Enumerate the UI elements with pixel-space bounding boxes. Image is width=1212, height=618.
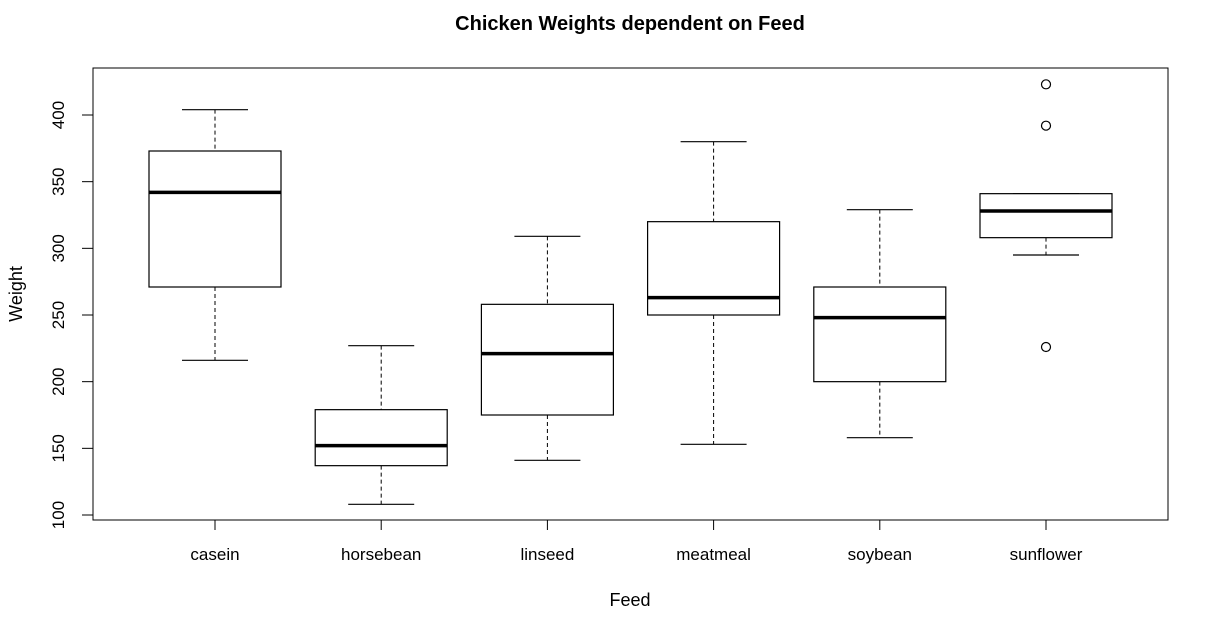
y-tick-label: 300 bbox=[49, 234, 68, 262]
iqr-box bbox=[813, 286, 947, 383]
x-tick-label: sunflower bbox=[1010, 545, 1083, 564]
x-tick-label: soybean bbox=[848, 545, 912, 564]
boxes-group bbox=[148, 79, 1113, 505]
iqr-box bbox=[646, 221, 781, 316]
x-tick-label: casein bbox=[190, 545, 239, 564]
y-axis: 100 150 200 250 300 350 400 bbox=[49, 101, 94, 529]
x-axis: casein horsebean linseed meatmeal soybean sun… bbox=[190, 519, 1083, 564]
outlier-point bbox=[1040, 341, 1052, 353]
y-tick-label: 200 bbox=[49, 367, 68, 395]
y-tick-label: 150 bbox=[49, 434, 68, 462]
plot-frame bbox=[92, 67, 1169, 521]
y-tick-label: 250 bbox=[49, 301, 68, 329]
y-tick-label: 400 bbox=[49, 101, 68, 129]
outlier-point bbox=[1040, 79, 1052, 90]
x-tick-label: meatmeal bbox=[676, 545, 751, 564]
iqr-box bbox=[480, 303, 614, 416]
iqr-box bbox=[979, 193, 1113, 239]
x-tick-label: linseed bbox=[520, 545, 574, 564]
iqr-box bbox=[314, 409, 448, 467]
y-tick-label: 100 bbox=[49, 501, 68, 529]
y-tick-label: 350 bbox=[49, 167, 68, 195]
chart-title: Chicken Weights dependent on Feed bbox=[455, 13, 805, 35]
iqr-box bbox=[148, 150, 282, 288]
x-axis-label: Feed bbox=[609, 590, 650, 610]
outlier-point bbox=[1040, 120, 1052, 131]
x-tick-label: horsebean bbox=[341, 545, 421, 564]
y-axis-label: Weight bbox=[6, 266, 26, 322]
